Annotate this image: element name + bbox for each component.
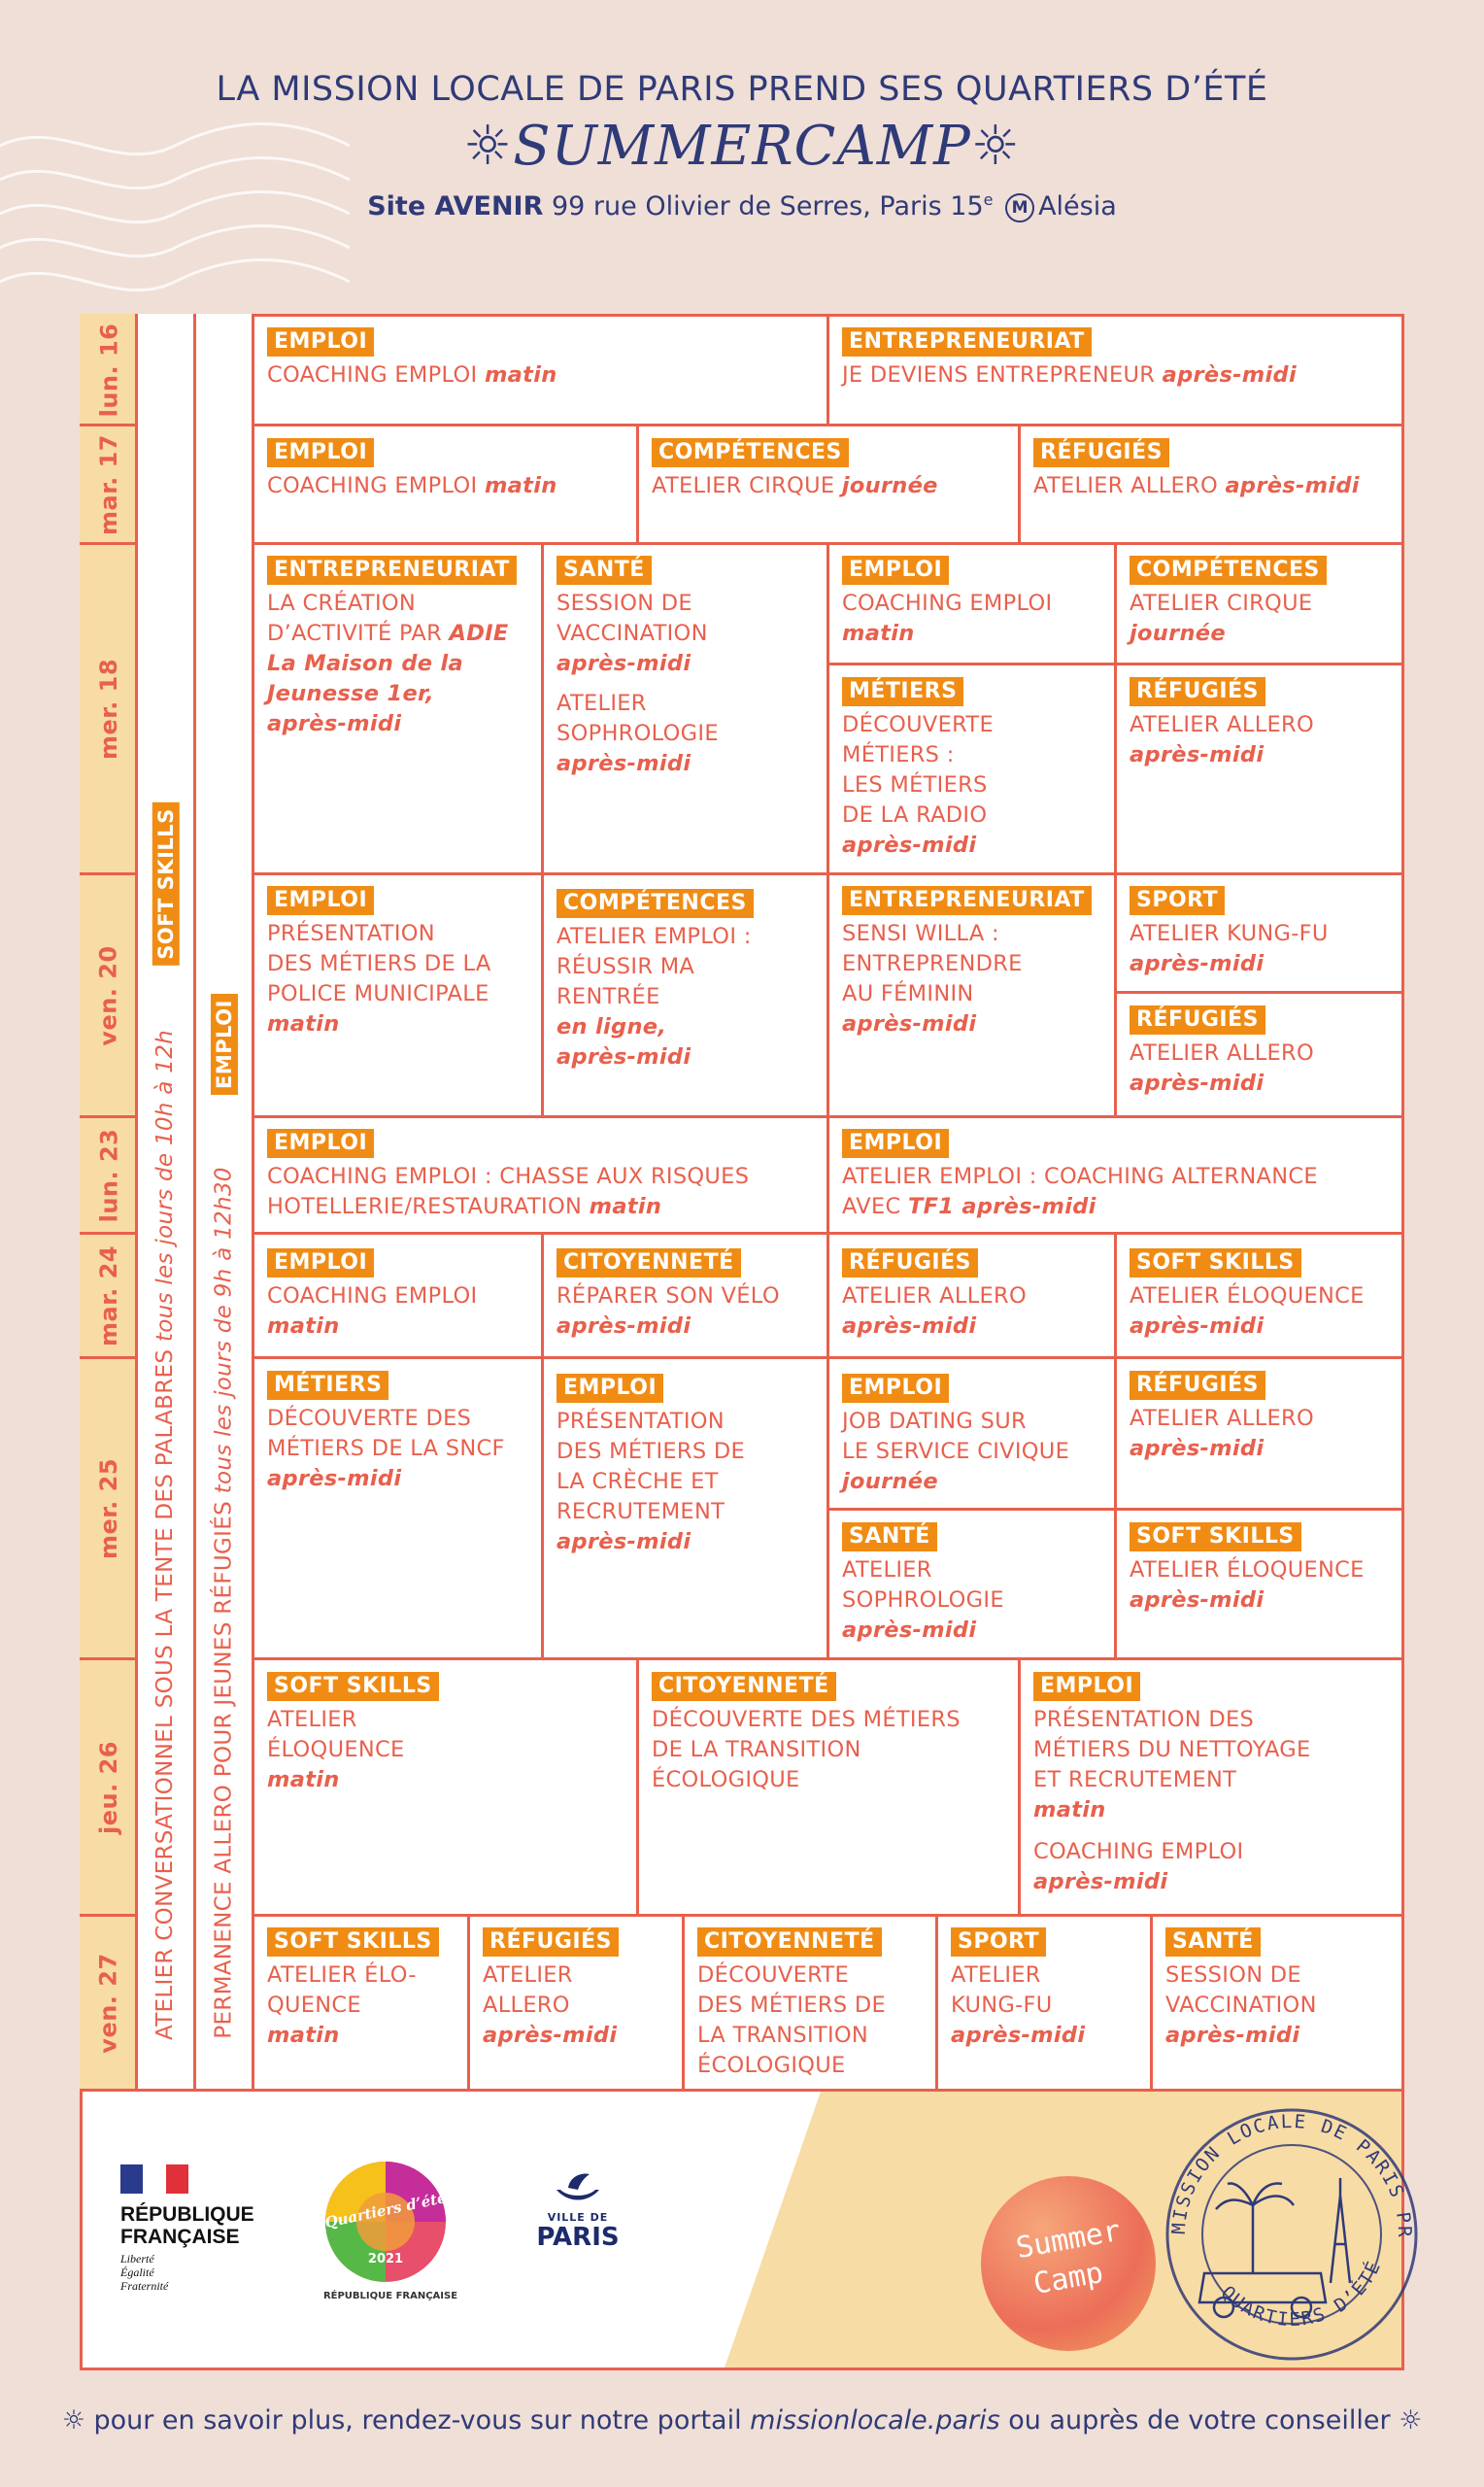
ville-de-paris-logo: VILLE DE PARIS — [524, 2168, 631, 2275]
event-cell: RÉFUGIÉS ATELIER ALLERO après-midi — [842, 1248, 1028, 1339]
soft-skills-column-text: ATELIER CONVERSATIONNEL SOUS LA TENTE DE… — [152, 1029, 179, 2041]
sun-icon: ☼ — [463, 115, 514, 178]
decorative-wave-lines — [0, 122, 351, 292]
summercamp-badge: Summer Camp — [981, 2176, 1156, 2351]
day-label: mar. 24 — [95, 1244, 122, 1346]
event-cell: MÉTIERS DÉCOUVERTE DES MÉTIERS DE LA SNCF… — [267, 1371, 505, 1491]
event-cell: ENTREPRENEURIAT SENSI WILLA : ENTREPRENDR… — [829, 886, 1113, 1039]
metro-icon: M — [1005, 193, 1035, 222]
header-site: Site AVENIR 99 rue Olivier de Serres, Pa… — [367, 190, 1117, 222]
event-cell: COMPÉTENCES ATELIER CIRQUE journée — [1117, 556, 1403, 649]
day-label: lun. 23 — [95, 1128, 122, 1222]
event-cell: SOFT SKILLS ATELIER ÉLO- QUENCE matin — [254, 1927, 466, 2051]
header-summercamp: ☼SUMMERCAMP☼ — [463, 115, 1021, 178]
event-cell: RÉFUGIÉS ATELIER ALLERO après-midi — [1130, 1371, 1315, 1461]
partners-box — [80, 2089, 1404, 2370]
day-label: ven. 20 — [95, 944, 123, 1046]
soft-skills-column — [138, 314, 196, 2089]
event-cell: MÉTIERS DÉCOUVERTE MÉTIERS : LES MÉTIERS … — [842, 677, 994, 858]
day-label: ven. 27 — [95, 1952, 123, 2054]
event-cell: RÉFUGIÉS ATELIER ALLERO après-midi — [1130, 677, 1315, 767]
event-cell: EMPLOI COACHING EMPLOI : CHASSE AUX RISQU… — [267, 1129, 750, 1219]
event-cell: SPORT ATELIER KUNG-FU après-midi — [951, 1927, 1086, 2048]
event-cell: SANTÉ SESSION DE VACCINATION après-midi AT… — [556, 556, 719, 776]
event-cell: EMPLOI PRÉSENTATION DES MÉTIERS DE LA CRÈ… — [556, 1374, 746, 1554]
event-cell: SPORT ATELIER KUNG-FU après-midi — [1130, 886, 1329, 976]
soft-skills-tag: SOFT SKILLS — [138, 797, 193, 971]
event-cell: EMPLOI COACHING EMPLOI matin — [842, 556, 1053, 646]
footer-info: ☼ pour en savoir plus, rendez-vous sur n… — [61, 2405, 1423, 2436]
event-cell: ENTREPRENEURIAT JE DEVIENS ENTREPRENEUR a… — [842, 327, 1297, 388]
event-cell: RÉFUGIÉS ATELIER ALLERO après-midi — [1130, 1005, 1315, 1096]
event-cell: SOFT SKILLS ATELIER ÉLOQUENCE après-midi — [1130, 1522, 1365, 1613]
day-label: jeu. 26 — [95, 1740, 122, 1834]
day-label: mer. 18 — [95, 658, 123, 760]
emploi-tag: EMPLOI — [196, 981, 252, 1107]
event-cell: COMPÉTENCES ATELIER EMPLOI : RÉUSSIR MA R… — [544, 889, 826, 1073]
flag-icon — [120, 2164, 188, 2194]
event-cell: EMPLOI COACHING EMPLOI matin — [267, 327, 557, 388]
day-label: lun. 16 — [95, 323, 122, 418]
event-cell: RÉFUGIÉS ATELIER ALLERO après-midi — [1033, 438, 1360, 498]
event-cell: RÉFUGIÉS ATELIER ALLERO après-midi — [483, 1927, 619, 2048]
event-cell: EMPLOI COACHING EMPLOI matin — [267, 438, 557, 498]
sun-icon: ☼ — [1399, 2405, 1423, 2436]
republique-francaise-logo: RÉPUBLIQUE FRANÇAISE Liberté Égalité Fra… — [120, 2164, 286, 2310]
event-cell: CITOYENNETÉ DÉCOUVERTE DES MÉTIERS DE LA … — [697, 1927, 887, 2078]
event-cell: EMPLOI PRÉSENTATION DES MÉTIERS DE LA POL… — [267, 886, 491, 1037]
schedule-board — [80, 314, 1404, 2099]
event-cell: EMPLOI JOB DATING SUR LE SERVICE CIVIQUE … — [842, 1374, 1070, 1494]
event-cell: EMPLOI ATELIER EMPLOI : COACHING ALTERNAN… — [842, 1129, 1318, 1219]
event-cell: EMPLOI COACHING EMPLOI matin — [267, 1248, 478, 1339]
event-cell: SANTÉ ATELIER SOPHROLOGIE après-midi — [842, 1522, 1004, 1643]
allero-column-text: PERMANENCE ALLERO POUR JEUNES RÉFUGIÉS t… — [211, 1167, 237, 2039]
sun-icon: ☼ — [61, 2405, 85, 2436]
stamp-icon: MISSION LOCALE DE PARIS PREND QUARTIERS … — [1139, 2072, 1418, 2361]
day-label: mer. 25 — [95, 1457, 123, 1559]
portal-link[interactable]: missionlocale.paris — [750, 2405, 1000, 2436]
event-cell: COMPÉTENCES ATELIER CIRQUE journée — [652, 438, 938, 498]
event-cell: ENTREPRENEURIAT LA CRÉATION D’ACTIVITÉ PA… — [254, 556, 540, 739]
sun-icon: ☼ — [970, 115, 1021, 178]
event-cell: SOFT SKILLS ATELIER ÉLOQUENCE matin — [254, 1672, 635, 1795]
quartiers-ete-logo: Quartiers d’été 2021 RÉPUBLIQUE FRANÇAIS… — [313, 2159, 468, 2304]
day-label: mar. 17 — [95, 433, 122, 535]
event-cell: SANTÉ SESSION DE VACCINATION après-midi — [1165, 1927, 1317, 2048]
event-cell: CITOYENNETÉ DÉCOUVERTE DES MÉTIERS DE LA … — [652, 1672, 961, 1792]
mission-locale-stamp: MISSION LOCALE DE PARIS PREND QUARTIERS … — [1139, 2072, 1437, 2380]
event-cell: SOFT SKILLS ATELIER ÉLOQUENCE après-midi — [1130, 1248, 1365, 1339]
quartiers-ete-circle-icon — [325, 2162, 446, 2282]
day-column — [80, 314, 138, 2089]
header-title: LA MISSION LOCALE DE PARIS PREND SES QUA… — [216, 70, 1268, 109]
allero-column — [196, 314, 254, 2089]
paris-ship-icon — [556, 2173, 599, 2200]
event-cell: CITOYENNETÉ RÉPARER SON VÉLO après-midi — [556, 1248, 780, 1339]
svg-text:QUARTIERS D’ÉTÉ: QUARTIERS D’ÉTÉ — [1217, 2257, 1386, 2331]
event-cell: EMPLOI PRÉSENTATION DES MÉTIERS DU NETTOY… — [1033, 1672, 1311, 1894]
